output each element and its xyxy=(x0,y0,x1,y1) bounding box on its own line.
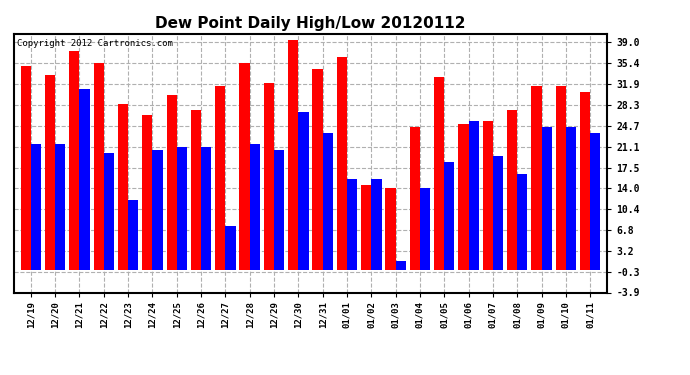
Bar xyxy=(580,92,590,270)
Bar xyxy=(386,188,395,270)
Bar xyxy=(177,147,187,270)
Bar xyxy=(361,185,371,270)
Bar xyxy=(590,133,600,270)
Bar xyxy=(337,57,347,270)
Bar xyxy=(250,144,260,270)
Bar xyxy=(142,116,152,270)
Bar xyxy=(313,69,323,270)
Bar xyxy=(458,124,469,270)
Bar xyxy=(274,150,284,270)
Bar xyxy=(45,75,55,270)
Bar xyxy=(531,86,542,270)
Bar xyxy=(298,112,308,270)
Bar xyxy=(104,153,114,270)
Bar xyxy=(55,144,66,270)
Bar xyxy=(69,51,79,270)
Bar xyxy=(566,127,576,270)
Bar xyxy=(469,121,479,270)
Bar xyxy=(518,174,527,270)
Bar xyxy=(21,66,31,270)
Bar xyxy=(288,40,298,270)
Bar xyxy=(166,95,177,270)
Bar xyxy=(226,226,235,270)
Bar xyxy=(395,261,406,270)
Bar xyxy=(323,133,333,270)
Bar xyxy=(201,147,211,270)
Bar xyxy=(152,150,163,270)
Bar xyxy=(542,127,552,270)
Bar xyxy=(128,200,138,270)
Bar xyxy=(94,63,104,270)
Bar xyxy=(215,86,226,270)
Title: Dew Point Daily High/Low 20120112: Dew Point Daily High/Low 20120112 xyxy=(155,16,466,31)
Bar xyxy=(444,162,455,270)
Bar xyxy=(434,78,444,270)
Bar xyxy=(191,110,201,270)
Bar xyxy=(507,110,518,270)
Bar xyxy=(555,86,566,270)
Text: Copyright 2012 Cartronics.com: Copyright 2012 Cartronics.com xyxy=(17,39,172,48)
Bar xyxy=(410,127,420,270)
Bar xyxy=(371,180,382,270)
Bar xyxy=(420,188,430,270)
Bar xyxy=(264,83,274,270)
Bar xyxy=(493,156,503,270)
Bar xyxy=(347,180,357,270)
Bar xyxy=(483,121,493,270)
Bar xyxy=(118,104,128,270)
Bar xyxy=(31,144,41,270)
Bar xyxy=(79,89,90,270)
Bar xyxy=(239,63,250,270)
